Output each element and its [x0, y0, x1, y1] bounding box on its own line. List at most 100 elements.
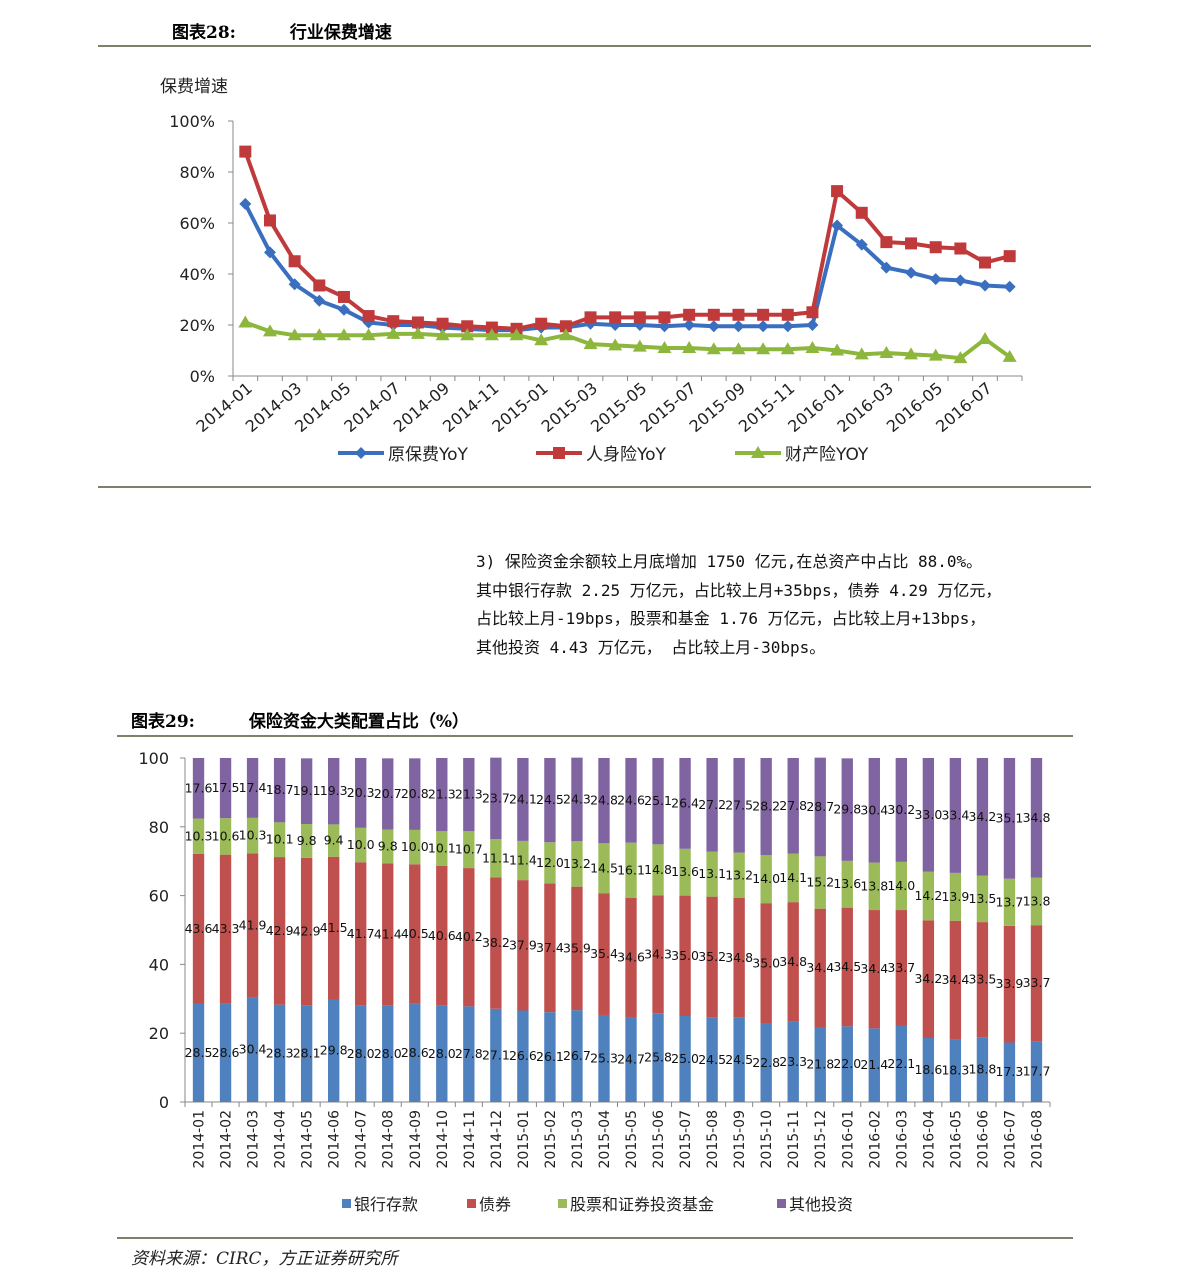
data-point [706, 342, 721, 355]
bar-data-label: 24.3 [563, 791, 591, 806]
data-point [633, 311, 646, 324]
source-note: 资料来源：CIRC，方正证券研究所 [131, 1249, 398, 1269]
figure29-title-block: 图表29: 保险资金大类配置占比（%） [131, 707, 469, 732]
bar-segment [192, 853, 205, 1004]
bar-segment [895, 861, 908, 911]
bar-data-label: 13.1 [698, 866, 726, 881]
data-point [757, 320, 770, 333]
data-point [806, 306, 819, 319]
data-point [239, 145, 252, 158]
bar-data-label: 34.8 [725, 950, 753, 965]
bar-data-label: 18.7 [266, 782, 294, 797]
bar-segment [949, 1039, 962, 1102]
data-point [979, 256, 992, 269]
bar-data-label: 13.6 [833, 876, 861, 891]
bar-x-tick-label: 2016-05 [948, 1110, 964, 1169]
bar-segment [517, 840, 529, 881]
bar-segment [895, 758, 908, 862]
bar-data-label: 42.9 [293, 924, 321, 939]
body-paragraph: 3) 保险资金余额较上月底增加 1750 亿元,在总资产中占比 88.0%。 其… [476, 548, 1116, 662]
paragraph-line-3: 占比较上月-19bps，股票和基金 1.76 万亿元，占比较上月+13bps， [476, 609, 986, 628]
data-point [313, 294, 326, 307]
bar-data-label: 28.3 [266, 1045, 294, 1060]
bar-data-label: 34.4 [860, 961, 888, 976]
bar-segment [517, 1010, 529, 1102]
bar-x-tick-label: 2016-01 [840, 1110, 856, 1169]
bar-segment [409, 758, 421, 830]
data-point [731, 342, 746, 355]
bar-segment [1030, 758, 1043, 878]
series-line [243, 150, 1011, 331]
bar-x-tick-label: 2016-06 [975, 1110, 991, 1169]
bar-segment [652, 758, 664, 845]
bar-data-label: 25.3 [590, 1050, 618, 1065]
bar-segment [192, 818, 205, 854]
bar-legend-label: 债券 [479, 1195, 511, 1214]
bar-data-label: 10.6 [212, 828, 240, 843]
bar-segment [273, 857, 286, 1005]
data-point [460, 328, 475, 341]
bar-x-tick-label: 2014-04 [273, 1110, 289, 1169]
stacked-bar-chart: 0 20 40 60 80 100 28.5 43.6 10.3 17.6 2014-01 28.6 4… [138, 749, 1051, 1214]
bar-legend-item-3: 股票和证券投资基金 [558, 1195, 714, 1214]
bar-segment [382, 1005, 394, 1102]
data-point [1003, 280, 1016, 293]
bar-data-label: 13.9 [941, 889, 969, 904]
bar-segment [922, 871, 935, 921]
paragraph-line-4: 其他投资 4.43 万亿元， 占比较上月-30bps。 [476, 637, 826, 657]
bar-data-label: 9.8 [297, 833, 317, 848]
bar-segment [192, 758, 205, 819]
bar-data-label: 24.1 [509, 791, 537, 806]
bar-segment [733, 898, 745, 1018]
y-axis-title: 保费增速 [160, 77, 228, 97]
bar-data-label: 17.7 [1023, 1064, 1051, 1079]
data-point [337, 290, 350, 303]
bar-segment [652, 1013, 664, 1102]
bar-data-label: 14.0 [752, 871, 780, 886]
data-point [905, 237, 918, 250]
data-point [337, 303, 350, 316]
bar-segment [409, 829, 421, 865]
bar-data-label: 42.9 [266, 923, 294, 938]
data-point [313, 279, 326, 292]
bar-data-label: 33.4 [941, 807, 969, 822]
bar-data-label: 11.4 [509, 853, 537, 868]
data-point [534, 333, 549, 346]
bar-segment [355, 1005, 367, 1102]
bar-segment [1003, 925, 1016, 1043]
bar-data-label: 14.2 [914, 888, 942, 903]
figure29-bottom-rule [117, 1237, 1073, 1239]
data-point [757, 308, 770, 321]
bar-segment [490, 757, 502, 840]
bar-data-label: 10.1 [428, 841, 456, 856]
bar-segment [625, 898, 637, 1018]
data-point [954, 242, 967, 255]
bar-segment [976, 758, 989, 876]
data-point [880, 261, 893, 274]
bar-segment [841, 860, 853, 908]
paragraph-line-1: 3) 保险资金余额较上月底增加 1750 亿元,在总资产中占比 88.0%。 [476, 552, 983, 571]
bar-data-label: 34.6 [617, 950, 645, 965]
bar-segment [814, 908, 826, 1028]
bar-data-label: 21.4 [860, 1057, 888, 1072]
bar-data-label: 18.3 [941, 1063, 969, 1078]
bar-data-label: 10.0 [347, 837, 375, 852]
bar-data-label: 19.1 [293, 783, 321, 798]
data-point [509, 328, 524, 341]
bar-data-label: 35.0 [752, 955, 780, 970]
data-point [657, 340, 672, 353]
data-point [558, 328, 573, 341]
data-point [831, 219, 844, 232]
bar-segment [679, 895, 691, 1016]
bar-data-label: 41.5 [320, 920, 348, 935]
bar-data-label: 38.2 [482, 935, 510, 950]
bar-segment [463, 1006, 475, 1102]
data-point [410, 326, 425, 339]
data-point [484, 328, 499, 341]
bar-data-label: 34.3 [644, 946, 672, 961]
bar-data-label: 13.2 [725, 867, 753, 882]
legend-item-2: 人身险YoY [536, 445, 667, 465]
line-series-2 [239, 145, 1016, 335]
bar-data-label: 24.5 [536, 792, 564, 807]
figure29-top-rule [117, 735, 1073, 737]
